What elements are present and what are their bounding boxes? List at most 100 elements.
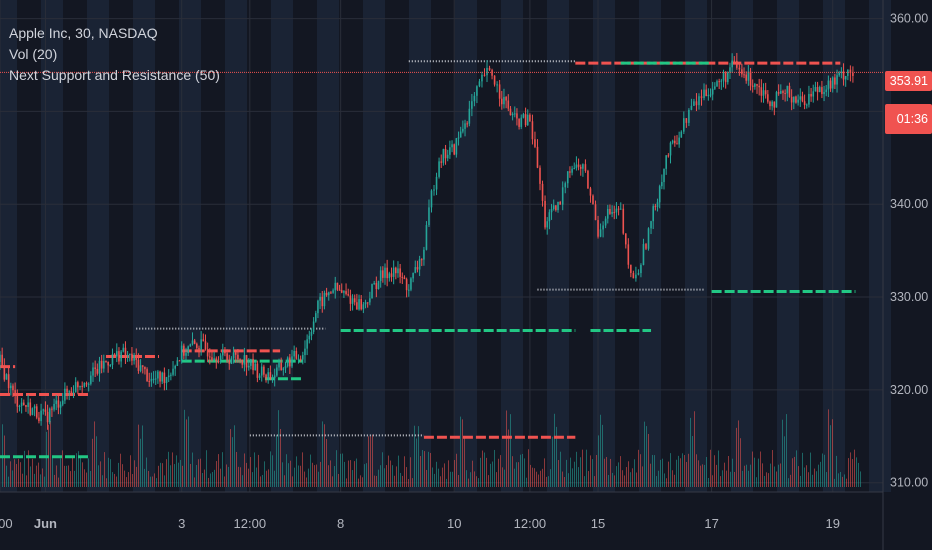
candle-body [582,164,584,169]
candle-body [334,282,337,291]
candle-body [0,354,1,363]
candle-body [250,358,252,366]
candle-body [552,205,555,209]
volume-bar [100,461,101,487]
volume-bar [600,414,601,487]
volume-bar [144,468,145,487]
volume-bar [456,453,457,487]
candle-body [433,189,435,191]
candle-body [304,348,306,356]
volume-bar [664,473,665,487]
candle-body [795,96,797,103]
candle-body [716,81,718,87]
candle-body [619,208,622,210]
candle-body [345,291,347,295]
volume-bar [668,461,669,487]
candle-body [282,368,285,371]
volume-bar [96,436,97,487]
volume-bar [804,467,805,487]
candle-body [446,154,449,159]
volume-bar [584,476,585,487]
candle-body [571,168,573,173]
session-band [593,0,615,492]
candle-body [801,96,804,102]
volume-bar [168,451,169,487]
volume-bar [88,458,89,487]
volume-bar [404,456,405,487]
volume-bar [716,464,717,487]
volume-bar [206,450,207,487]
volume-bar [84,469,85,487]
candle-body [100,360,103,369]
x-tick-label: 3 [178,516,185,531]
volume-bar [484,452,485,487]
volume-bar [618,462,619,487]
candle-body [131,353,133,361]
candle-body [438,161,440,177]
volume-bar [586,449,587,487]
candle-body [559,201,561,205]
candle-body [464,123,466,129]
volume-bar [120,453,121,487]
candle-body [327,292,330,296]
volume-bar [14,459,15,487]
volume-bar [744,465,745,487]
volume-bar [244,453,245,487]
volume-bar [674,474,675,487]
volume-bar [248,468,249,487]
candle-body [647,228,650,249]
candle-body [204,341,207,350]
candle-body [384,267,386,278]
candle-body [509,108,512,116]
candle-body [219,355,222,363]
volume-bar [46,431,47,487]
volume-bar [826,472,827,487]
volume-bar [260,476,261,487]
candle-body [302,355,304,360]
candle-body [640,264,642,274]
candle-body [353,298,356,303]
volume-bar [486,457,487,487]
volume-bar [468,478,469,487]
volume-bar [482,450,483,487]
y-tick-label: 360.00 [890,12,928,26]
candle-body [476,86,478,96]
volume-bar [58,477,59,487]
candle-body [25,404,27,408]
candle-body [150,378,153,382]
volume-bar [428,451,429,487]
volume-bar [346,478,347,487]
candle-body [77,382,79,388]
volume-bar [728,455,729,487]
candle-body [390,273,393,277]
volume-bar [712,475,713,487]
volume-bar [800,475,801,487]
candle-body [652,206,654,222]
volume-bar [644,421,645,487]
candle-body [420,259,423,261]
volume-bar [266,470,267,487]
volume-bar [688,453,689,487]
candle-body [70,391,73,394]
volume-bar [12,470,13,487]
candle-body [488,67,491,71]
candle-body [27,402,29,408]
volume-bar [850,452,851,487]
candle-body [771,101,773,107]
candle-body [185,353,187,356]
candle-body [211,357,213,361]
candle-body [241,359,244,365]
candle-body [170,374,172,376]
volume-bar [440,476,441,487]
candle-body [213,358,215,361]
volume-bar [160,462,161,487]
volume-bar [126,477,127,487]
candle-body [654,206,657,208]
candle-body [20,402,23,407]
y-tick-label: 310.00 [890,476,928,490]
candle-body [564,183,567,188]
candle-body [118,351,120,362]
volume-bar [300,465,301,487]
volume-bar [624,475,625,487]
